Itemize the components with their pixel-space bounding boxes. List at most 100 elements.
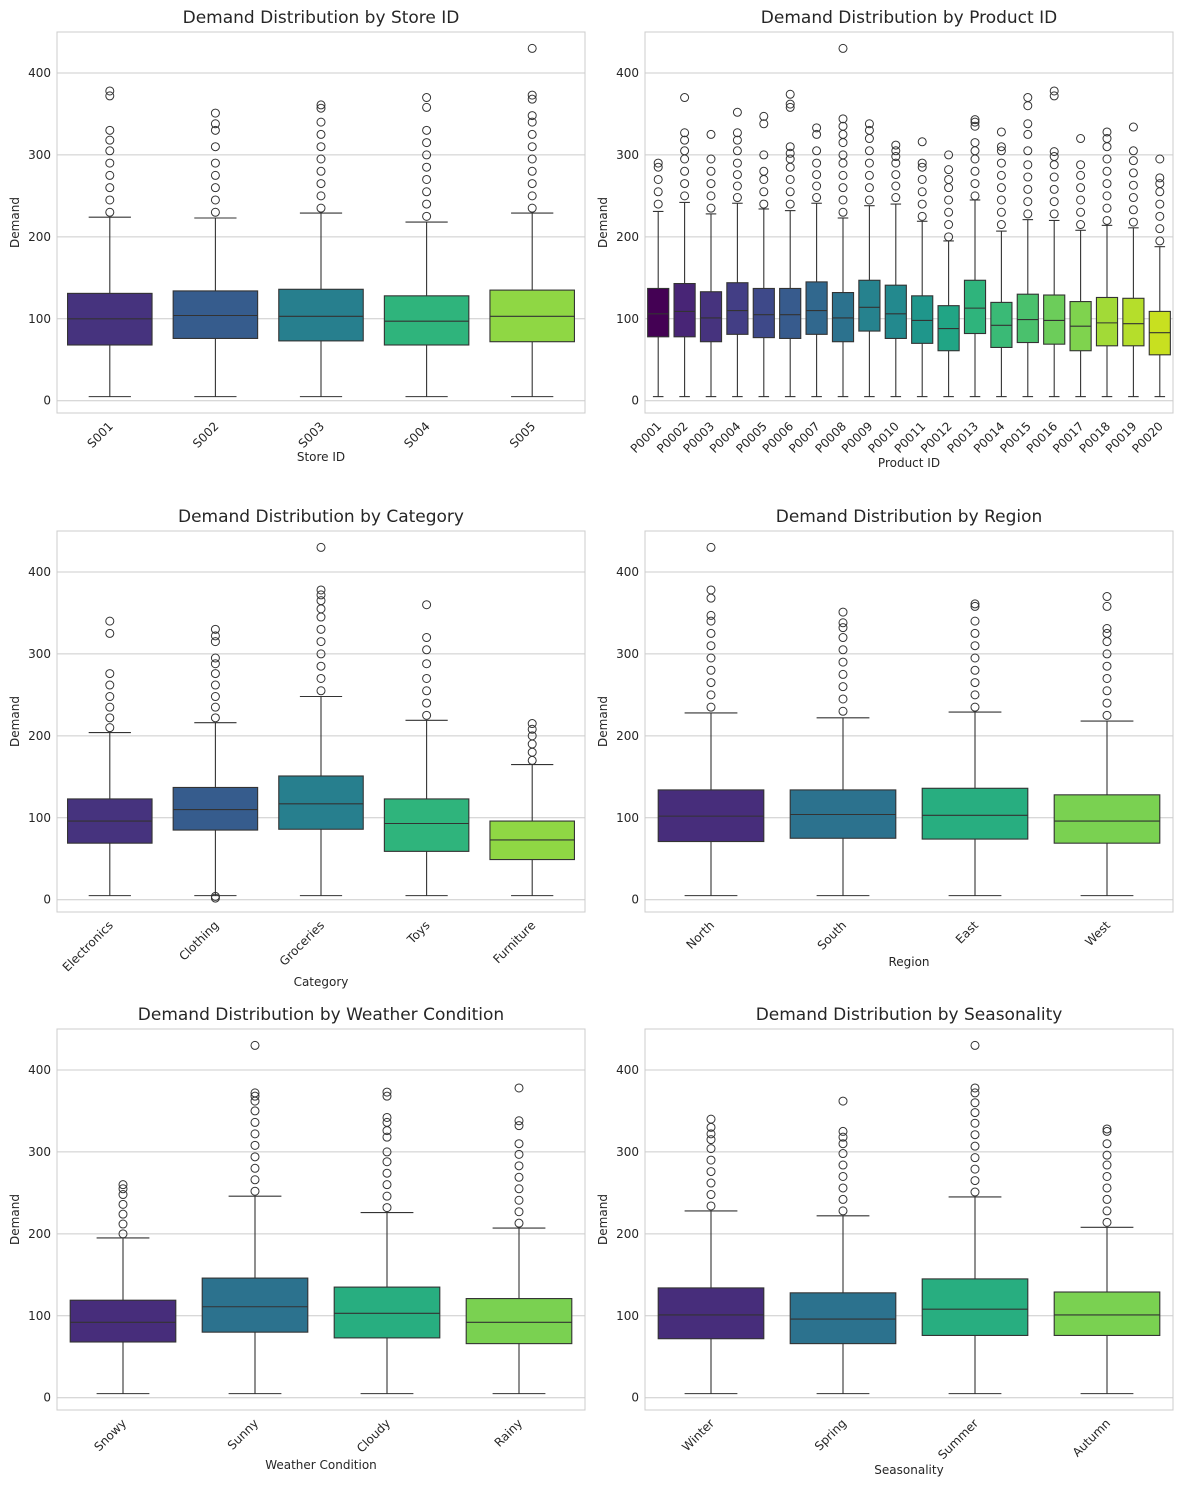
outlier-point (838, 207, 848, 217)
y-tick-label: 300 (28, 647, 51, 661)
outlier-point (970, 121, 980, 131)
outlier-point (944, 174, 954, 184)
outlier-point (838, 1206, 848, 1216)
outlier-point (250, 1186, 260, 1196)
iqr-box (911, 295, 934, 344)
outlier-point (864, 158, 874, 168)
outlier-point (838, 682, 848, 692)
outlier-point (316, 154, 326, 164)
box-Rainy (465, 1083, 573, 1395)
y-tick-label: 100 (28, 811, 51, 825)
outlier-point (706, 1155, 716, 1165)
y-tick-label: 200 (616, 729, 639, 743)
chart-title: Demand Distribution by Store ID (183, 8, 460, 28)
outlier-point (838, 1183, 848, 1193)
outlier-point (382, 1180, 392, 1190)
outlier-point (527, 111, 537, 121)
x-tick-label: Groceries (277, 918, 327, 968)
iqr-box (278, 775, 364, 830)
x-axis-label: Category (294, 975, 349, 989)
outlier-point (706, 1114, 716, 1124)
box-P0012 (937, 150, 960, 398)
box-P0007 (805, 123, 828, 398)
plot-frame (644, 1028, 1174, 1411)
outlier-point (514, 1195, 524, 1205)
box-S004 (383, 93, 470, 398)
outlier-point (812, 158, 822, 168)
outlier-point (680, 128, 690, 138)
outlier-point (970, 1040, 980, 1050)
plot-frame (56, 530, 586, 913)
outlier-point (680, 166, 690, 176)
iqr-box (699, 291, 723, 343)
y-tick-label: 400 (28, 1063, 51, 1077)
outlier-point (970, 1176, 980, 1186)
outlier-point (706, 610, 716, 620)
x-tick-label: Cloudy (354, 1416, 393, 1455)
outlier-point (996, 158, 1006, 168)
iqr-box (1053, 1291, 1161, 1336)
iqr-box (201, 1277, 309, 1333)
box-Furniture (489, 719, 575, 897)
x-tick-label: Furniture (490, 918, 538, 966)
outlier-point (1102, 191, 1112, 201)
y-tick-label: 0 (43, 1391, 51, 1405)
outlier-point (944, 207, 954, 217)
outlier-point (706, 1129, 716, 1139)
outlier-point (970, 1187, 980, 1197)
outlier-point (759, 166, 769, 176)
outlier-point (970, 1130, 980, 1140)
box-Toys (383, 600, 470, 897)
outlier-point (514, 1172, 524, 1182)
outlier-point (1128, 217, 1138, 227)
box-Electronics (67, 616, 153, 897)
box-S002 (172, 108, 259, 398)
outlier-point (105, 170, 115, 180)
outlier-point (1076, 170, 1086, 180)
box-Sunny (201, 1040, 309, 1395)
outlier-point (316, 673, 326, 683)
outlier-point (1102, 710, 1112, 720)
outlier-point (1023, 129, 1033, 139)
outlier-point (1049, 86, 1059, 96)
outlier-point (422, 187, 432, 197)
outlier-point (118, 1184, 128, 1194)
outlier-point (917, 187, 927, 197)
x-axis-label: Product ID (878, 456, 940, 470)
outlier-point (706, 702, 716, 712)
outlier-point (105, 713, 115, 723)
outlier-point (1076, 207, 1086, 217)
outlier-point (514, 1083, 524, 1093)
outlier-point (706, 1167, 716, 1177)
outlier-point (105, 702, 115, 712)
outlier-point (1128, 146, 1138, 156)
outlier-point (917, 137, 927, 147)
outlier-point (1102, 1124, 1112, 1134)
outlier-point (105, 616, 115, 626)
box-P0008 (831, 43, 855, 398)
y-tick-label: 400 (616, 66, 639, 80)
iqr-box (884, 284, 907, 339)
x-tick-label: North (683, 918, 717, 952)
outlier-point (105, 125, 115, 135)
outlier-point (1076, 134, 1086, 144)
outlier-point (1023, 172, 1033, 182)
outlier-point (514, 1139, 524, 1149)
outlier-point (864, 146, 874, 156)
outlier-point (422, 150, 432, 160)
outlier-point (838, 1139, 848, 1149)
outlier-point (210, 125, 220, 135)
outlier-point (1023, 146, 1033, 156)
outlier-point (706, 585, 716, 595)
box-Winter (657, 1114, 765, 1395)
outlier-point (527, 203, 537, 213)
outlier-point (970, 1164, 980, 1174)
outlier-point (864, 170, 874, 180)
outlier-point (382, 1112, 392, 1122)
outlier-point (706, 678, 716, 688)
outlier-point (527, 747, 537, 757)
outlier-point (316, 166, 326, 176)
box-P0011 (911, 137, 934, 398)
y-tick-label: 300 (28, 1145, 51, 1159)
y-tick-label: 300 (28, 148, 51, 162)
